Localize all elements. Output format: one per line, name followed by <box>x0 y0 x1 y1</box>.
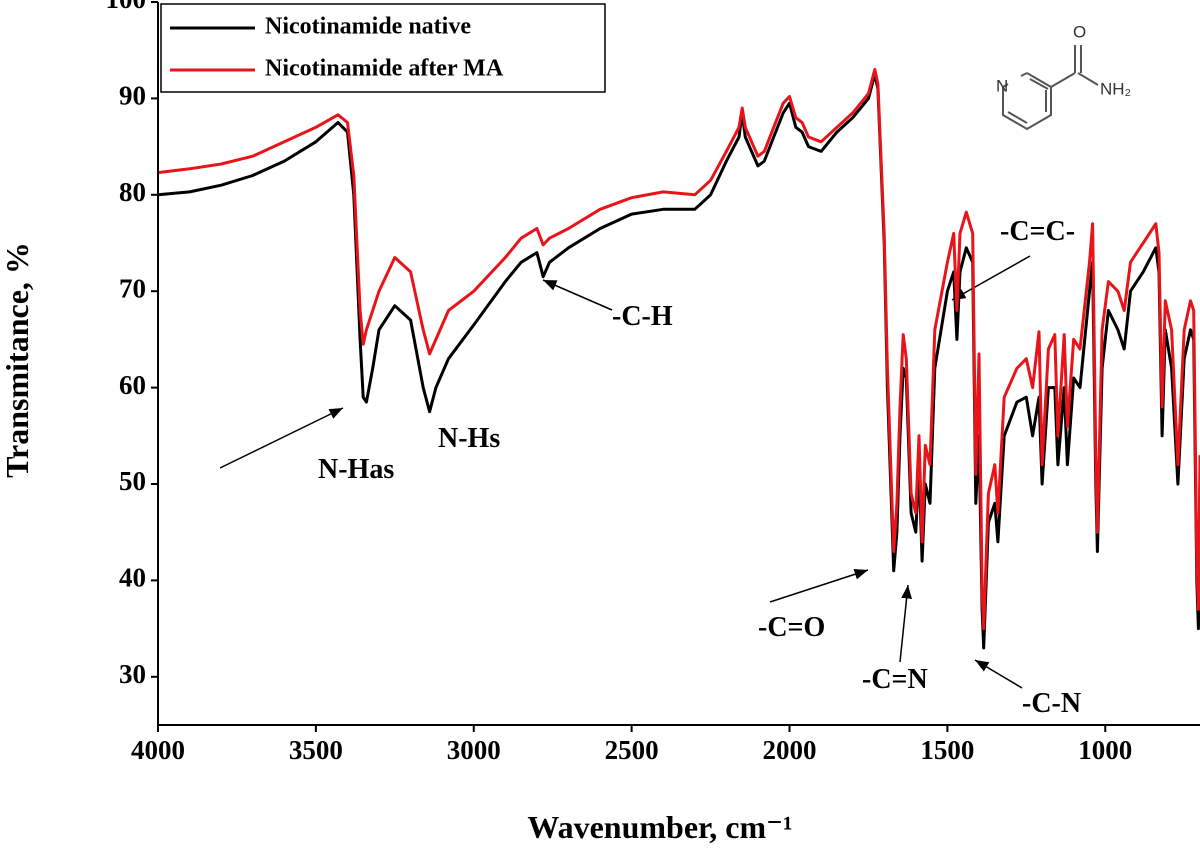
legend-label: Nicotinamide native <box>265 14 471 40</box>
y-tick-label: 70 <box>119 273 146 303</box>
x-axis-label: Wavenumber, cm⁻¹ <box>527 809 792 845</box>
y-axis-label: Transmitance, % <box>0 242 35 478</box>
annotation: -C=C- <box>1000 216 1075 247</box>
legend-box <box>160 3 606 93</box>
annotation: N-Hs <box>438 423 500 454</box>
annotation: -C=N <box>862 664 928 695</box>
legend: Nicotinamide native Nicotinamide after MA <box>160 3 606 93</box>
y-tick-label: 30 <box>119 659 146 689</box>
x-tick-label: 3500 <box>289 735 343 765</box>
structure-label: N <box>996 76 1008 95</box>
x-tick-label: 3000 <box>447 735 501 765</box>
y-tick-label: 60 <box>119 370 146 400</box>
annotation: N-Has <box>318 454 394 485</box>
series-line <box>157 68 1200 631</box>
annotation-arrows <box>219 255 1031 689</box>
structure-label: NH₂ <box>1100 79 1131 98</box>
y-tick-label: 80 <box>119 177 146 207</box>
y-tick-label: 90 <box>119 81 146 111</box>
annotation: -C=O <box>758 612 825 643</box>
x-tick-label: 2000 <box>763 735 817 765</box>
x-tick-label: 1500 <box>920 735 974 765</box>
x-tick-label: 1000 <box>1078 735 1132 765</box>
y-tick-label: 40 <box>119 563 146 593</box>
annotation: -C-N <box>1022 688 1081 719</box>
y-tick-label: 100 <box>106 0 147 14</box>
legend-label: Nicotinamide after MA <box>265 56 504 82</box>
x-tick-label: 2500 <box>605 735 659 765</box>
y-tick-label: 50 <box>119 466 146 496</box>
structure-label: O <box>1073 22 1086 41</box>
x-tick-label: 4000 <box>131 735 185 765</box>
annotation: -C-H <box>612 301 673 332</box>
molecule <box>1002 45 1099 131</box>
series-line <box>157 72 1200 650</box>
